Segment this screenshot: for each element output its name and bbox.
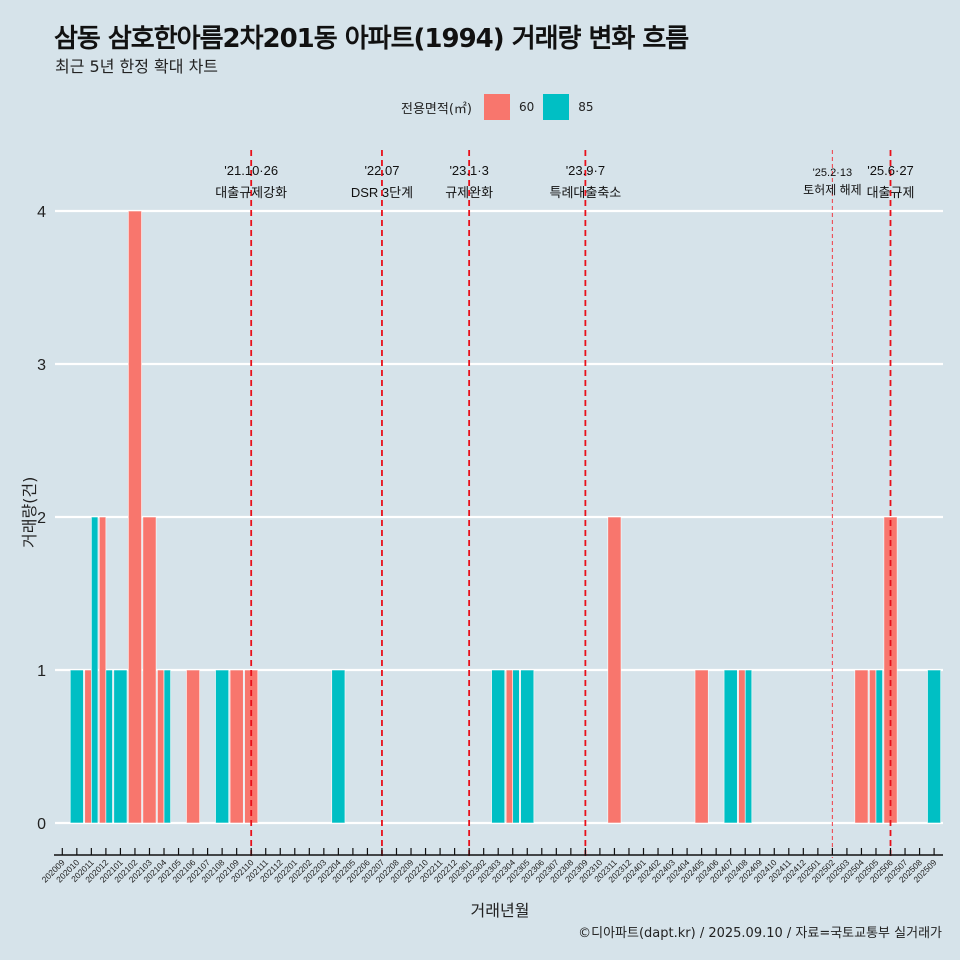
event-date: '22.07 [364,163,399,178]
bar-85-202101 [113,669,128,824]
bar-60-202311 [607,516,622,824]
x-axis-title: 거래년월 [470,901,530,920]
legend: 전용면적(㎡) 60 85 [401,93,603,121]
bar-85-202305 [520,669,535,824]
y-tick-label: 3 [37,357,46,374]
bar-60-202104 [157,669,165,824]
bar-85-202011 [91,516,99,824]
bar-60-202304 [505,669,514,824]
event-date: '25.2·13 [813,167,852,179]
bar-85-202303 [491,669,506,824]
legend-label-60: 60 [518,100,535,114]
bar-60-202408 [738,669,746,824]
bar-85-202509 [927,669,941,824]
bar-60-202504 [854,669,869,824]
y-axis-title: 거래량(건) [20,476,39,548]
bar-60-202011 [84,669,92,824]
event-date: '25.6·27 [867,163,914,178]
event-label: DSR 3단계 [351,185,413,200]
bar-60-202106 [186,669,200,824]
event-date: '23.1·3 [449,163,488,178]
bar-85-202408 [744,669,753,824]
bar-85-202407 [723,669,738,824]
event-label: 대출규제강화 [215,185,287,200]
y-tick-label: 2 [37,510,46,527]
chart-subtitle: 최근 5년 한정 확대 차트 [55,57,219,76]
y-tick-label: 1 [37,663,46,680]
bar-85-202304 [512,669,520,824]
bar-60-202505 [869,669,877,824]
bar-85-202104 [163,669,171,824]
source-caption: ©디아파트(dapt.kr) / 2025.09.10 / 자료=국토교통부 실… [578,926,942,941]
bar-60-202012 [98,516,107,824]
bar-85-202505 [875,669,883,824]
legend-title: 전용면적(㎡) [401,101,472,117]
bar-60-202102 [128,210,142,824]
bar-60-202109 [229,669,244,824]
bar-85-202012 [105,669,113,824]
event-label: 토허제 해제 [803,183,862,197]
event-date: '23.9·7 [566,163,605,178]
event-label: 규제완화 [445,185,493,200]
legend-swatch-85 [543,94,570,120]
bar-85-202108 [215,669,230,824]
y-tick-label: 4 [37,204,46,221]
bar-60-202405 [694,669,709,824]
legend-label-85: 85 [578,100,594,114]
event-label: 대출규제 [867,185,915,200]
bar-85-202204 [331,669,346,824]
event-label: 특례대출축소 [549,185,621,200]
legend-swatch-60 [483,94,510,120]
event-date: '21.10·26 [224,163,278,178]
bar-60-202103 [142,516,157,824]
chart-title: 삼동 삼호한아름2차201동 아파트(1994) 거래량 변화 흐름 [54,24,689,54]
bar-85-202010 [69,669,84,824]
y-tick-label: 0 [37,816,46,833]
